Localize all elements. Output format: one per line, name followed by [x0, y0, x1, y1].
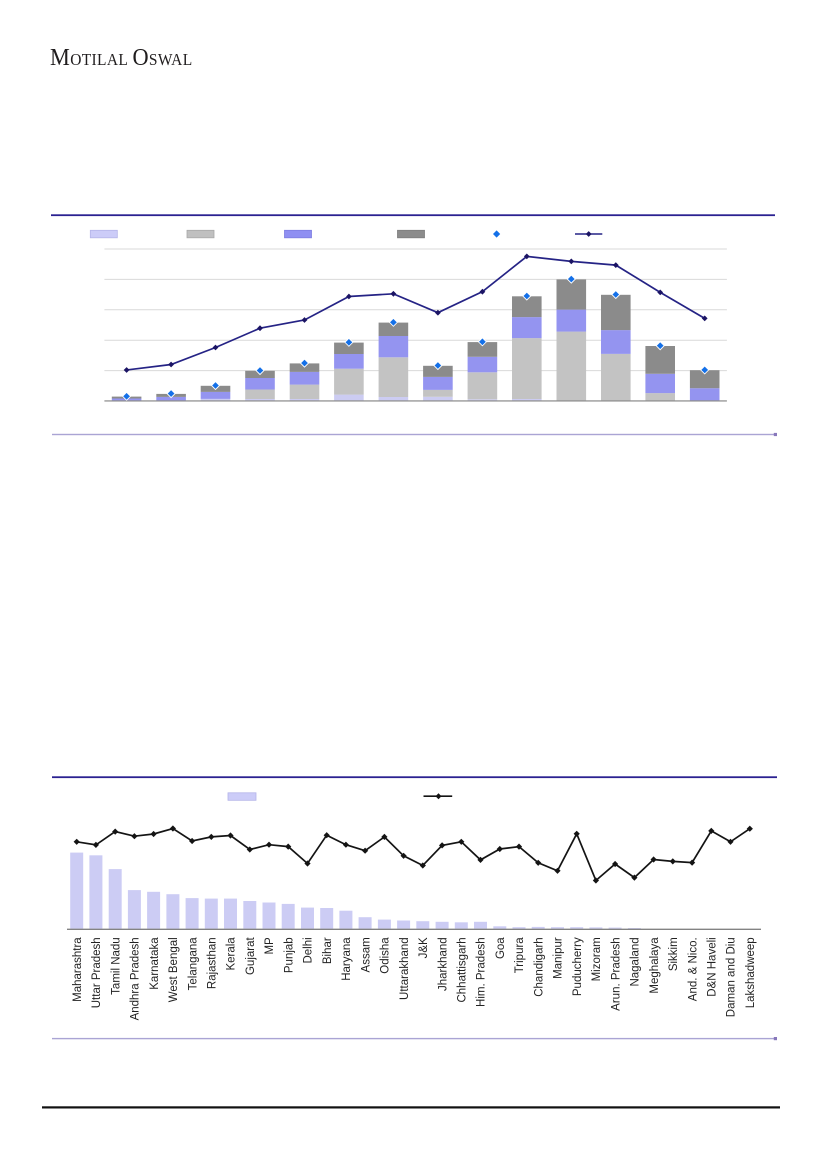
- svg-text:Jharkhand: Jharkhand: [437, 937, 449, 991]
- svg-text:Tripura: Tripura: [514, 937, 526, 974]
- svg-text:Punjab: Punjab: [283, 937, 295, 973]
- svg-text:Uttar Pradesh: Uttar Pradesh: [91, 937, 103, 1008]
- svg-text:Andhra Pradesh: Andhra Pradesh: [130, 937, 142, 1020]
- svg-text:And. & Nico.: And. & Nico.: [687, 937, 699, 1001]
- svg-text:Kerala: Kerala: [226, 937, 238, 971]
- svg-text:Lakshadweep: Lakshadweep: [745, 937, 757, 1008]
- svg-text:Karnataka: Karnataka: [149, 937, 161, 990]
- svg-text:Tamil Nadu: Tamil Nadu: [110, 937, 122, 995]
- svg-text:Goa: Goa: [495, 937, 507, 959]
- svg-text:Nagaland: Nagaland: [630, 937, 642, 986]
- svg-text:Chhattisgarh: Chhattisgarh: [457, 937, 469, 1002]
- svg-text:Odisha: Odisha: [380, 937, 392, 974]
- svg-text:MP: MP: [264, 937, 276, 955]
- svg-text:Meghalaya: Meghalaya: [649, 937, 661, 994]
- svg-text:West Bengal: West Bengal: [168, 937, 180, 1002]
- svg-text:D&N Haveli: D&N Haveli: [707, 937, 719, 996]
- svg-text:Rajasthan: Rajasthan: [207, 937, 219, 989]
- svg-text:Bihar: Bihar: [322, 937, 334, 964]
- svg-text:Delhi: Delhi: [303, 937, 315, 963]
- svg-text:Telangana: Telangana: [187, 937, 199, 991]
- svg-text:Chandigarh: Chandigarh: [533, 937, 545, 996]
- svg-text:Haryana: Haryana: [341, 937, 353, 981]
- svg-text:Gujarat: Gujarat: [245, 937, 257, 976]
- svg-text:Mizoram: Mizoram: [591, 937, 603, 981]
- svg-text:Maharashtra: Maharashtra: [72, 937, 84, 1002]
- svg-text:Daman and Diu: Daman and Diu: [726, 937, 738, 1017]
- svg-text:J&K: J&K: [418, 937, 430, 958]
- svg-text:Manipur: Manipur: [553, 937, 565, 979]
- svg-text:Puducherry: Puducherry: [572, 937, 584, 996]
- svg-text:Sikkim: Sikkim: [668, 937, 680, 971]
- svg-text:Assam: Assam: [360, 937, 372, 972]
- svg-text:Arun. Pradesh: Arun. Pradesh: [610, 937, 622, 1011]
- svg-text:Him. Pradesh: Him. Pradesh: [476, 937, 488, 1007]
- svg-text:Uttarakhand: Uttarakhand: [399, 937, 411, 1000]
